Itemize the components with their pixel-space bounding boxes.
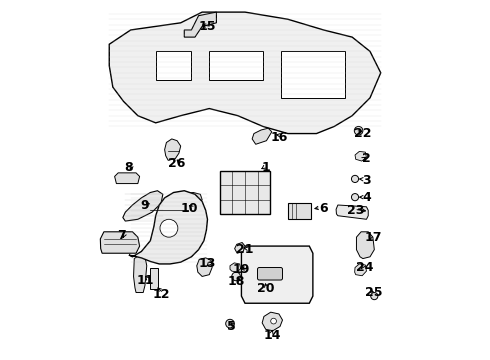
Text: 12: 12 [152,288,170,301]
FancyBboxPatch shape [220,171,270,214]
Circle shape [354,126,363,135]
Polygon shape [252,128,272,144]
Polygon shape [100,232,140,253]
Polygon shape [209,51,263,80]
Text: 13: 13 [199,257,216,270]
Text: 2: 2 [362,152,371,165]
Text: 24: 24 [356,261,373,274]
Polygon shape [262,312,283,331]
Text: 11: 11 [136,274,154,287]
Polygon shape [230,263,241,272]
Polygon shape [242,246,313,303]
Text: 8: 8 [124,161,133,174]
Polygon shape [197,258,212,276]
Text: 14: 14 [264,329,281,342]
Text: 19: 19 [233,263,250,276]
Text: 16: 16 [270,131,288,144]
Polygon shape [156,51,192,80]
Text: 15: 15 [199,20,216,33]
Text: 3: 3 [362,174,371,186]
Polygon shape [123,191,163,221]
FancyBboxPatch shape [288,203,311,219]
Polygon shape [134,255,147,293]
Text: 7: 7 [118,229,126,242]
Text: 5: 5 [227,320,236,333]
Polygon shape [336,205,368,219]
Text: 21: 21 [236,243,254,256]
Circle shape [232,272,241,281]
Polygon shape [355,152,367,161]
Text: 18: 18 [227,275,245,288]
Polygon shape [355,264,367,276]
Text: 10: 10 [181,202,198,215]
Text: 6: 6 [319,202,328,215]
Text: 9: 9 [141,198,149,212]
Text: 4: 4 [362,192,371,204]
FancyBboxPatch shape [258,267,283,280]
Circle shape [371,293,378,300]
Circle shape [351,194,359,201]
Polygon shape [281,51,345,98]
FancyBboxPatch shape [150,267,158,289]
Circle shape [351,175,359,183]
Polygon shape [356,232,374,258]
Polygon shape [165,139,181,160]
Text: 1: 1 [262,161,271,174]
Polygon shape [235,243,245,253]
Polygon shape [167,193,202,216]
Text: 23: 23 [347,204,365,217]
Text: 20: 20 [257,283,274,296]
Text: 17: 17 [365,231,382,244]
Polygon shape [109,12,381,134]
Text: 22: 22 [354,127,371,140]
Circle shape [226,319,234,328]
Polygon shape [115,173,140,184]
Circle shape [160,219,178,237]
Polygon shape [129,191,207,264]
Text: 25: 25 [365,286,382,299]
Polygon shape [184,12,217,37]
Circle shape [270,318,276,324]
Text: 26: 26 [169,157,186,170]
